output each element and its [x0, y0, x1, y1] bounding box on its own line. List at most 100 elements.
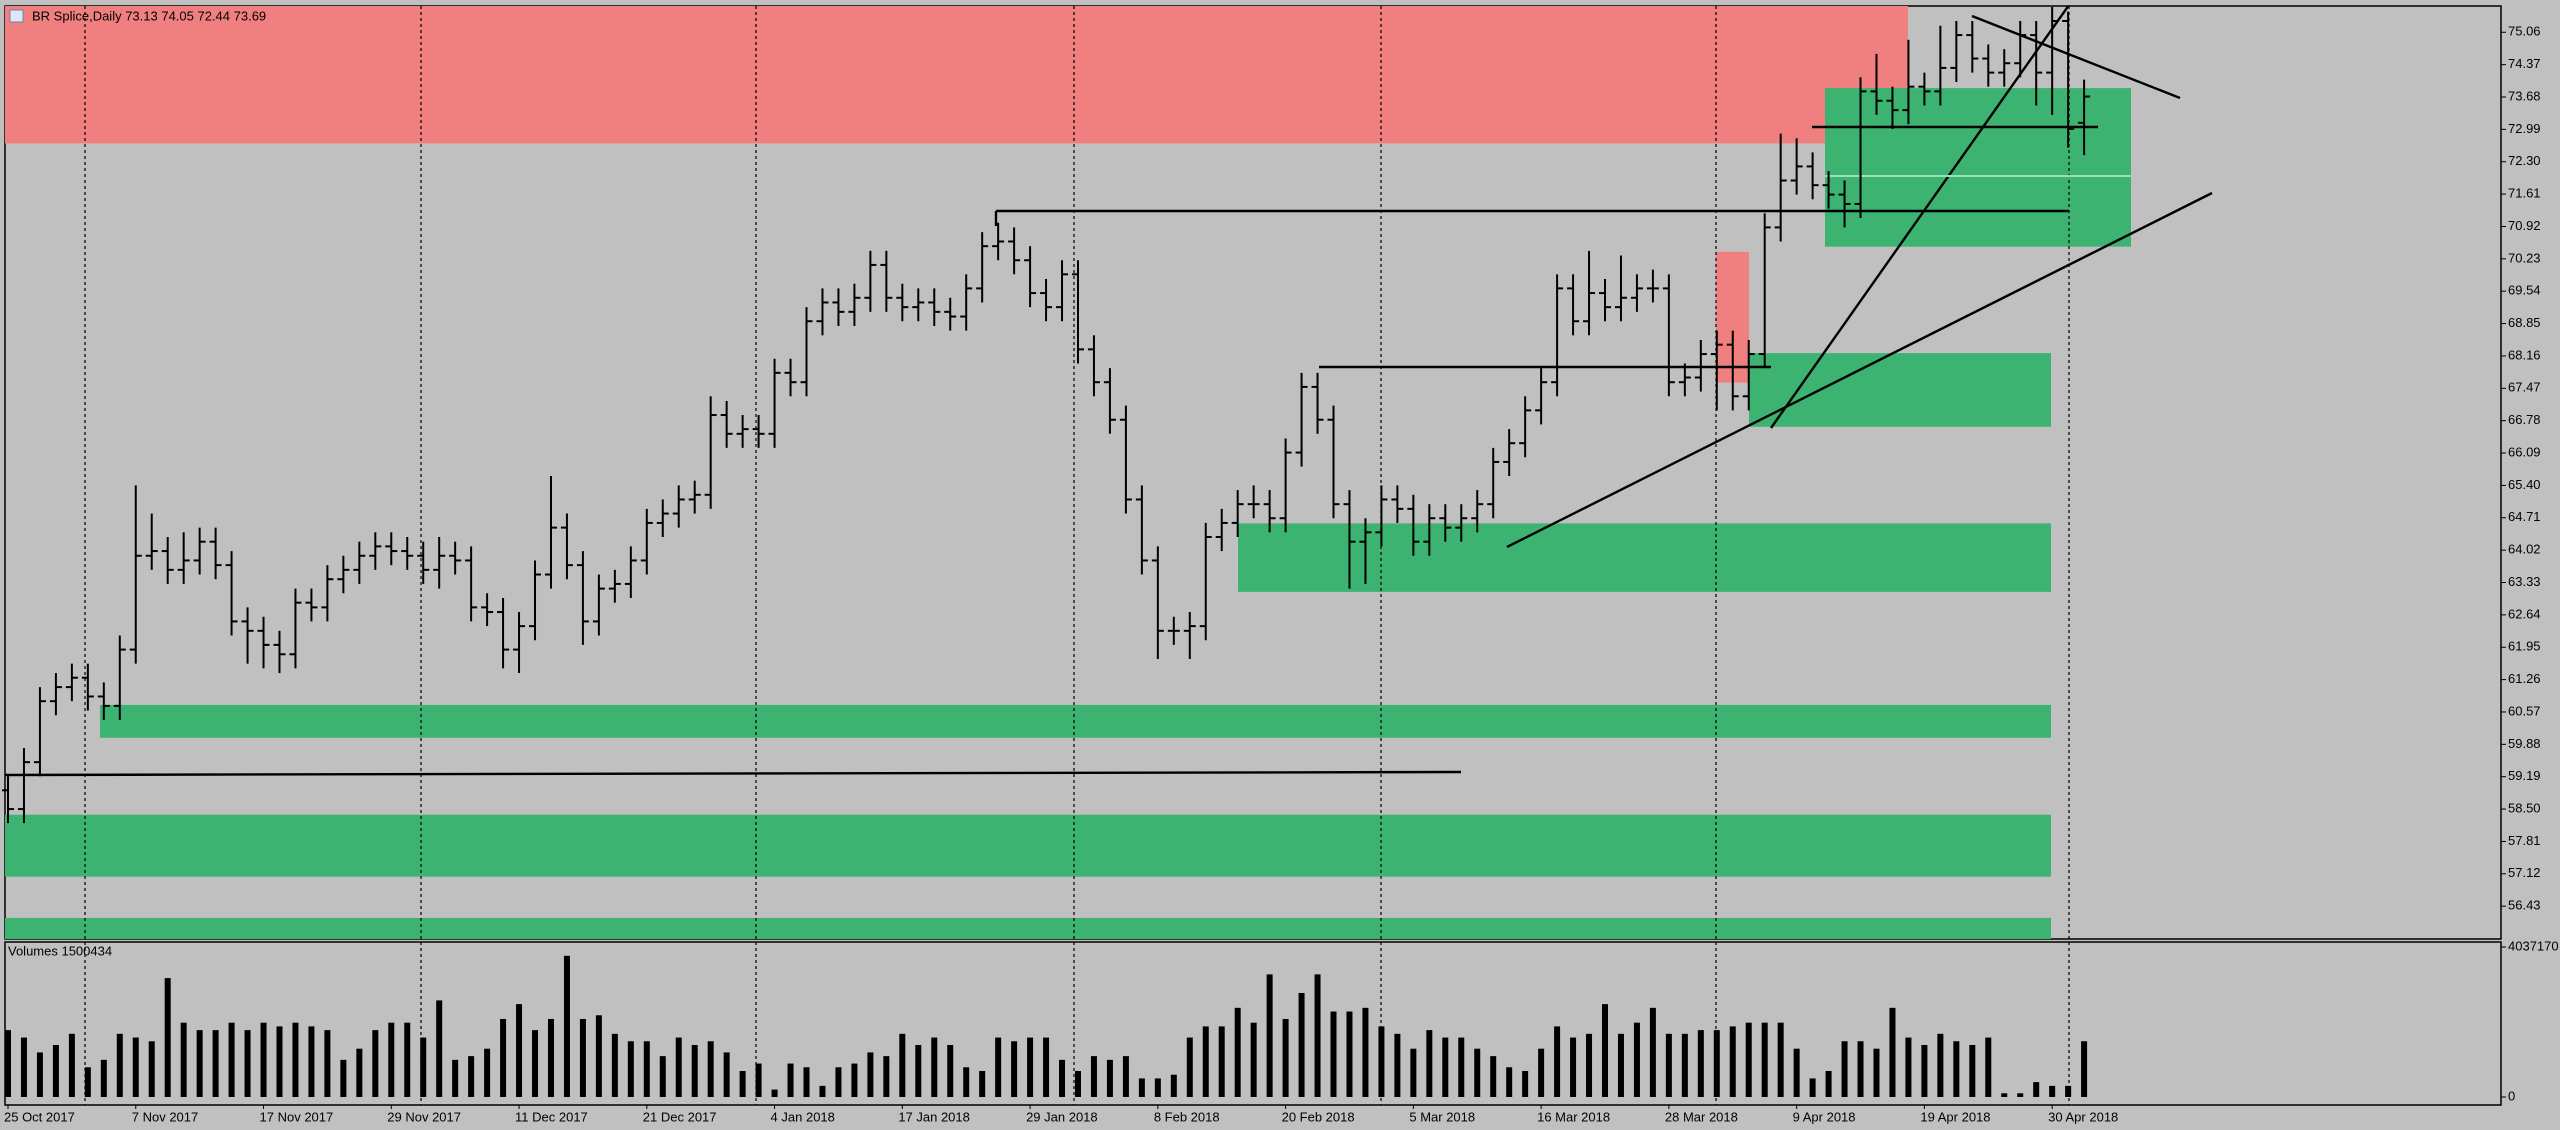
- volume-bar: [20, 1037, 27, 1097]
- volume-bar: [388, 1022, 395, 1097]
- volume-bar: [2049, 1085, 2056, 1097]
- volume-bar: [787, 1063, 794, 1097]
- price-bars: [2, 6, 2091, 824]
- x-tick-label: 30 Apr 2018: [2048, 1109, 2118, 1124]
- volume-bar: [1202, 1026, 1209, 1097]
- x-tick-label: 29 Jan 2018: [1026, 1109, 1098, 1124]
- volume-bar: [1586, 1033, 1593, 1097]
- volume-bar: [1841, 1041, 1848, 1097]
- volume-bar: [1106, 1059, 1113, 1097]
- volume-bar: [563, 955, 570, 1097]
- y-tick-label: 61.26: [2508, 671, 2541, 686]
- volume-bar: [659, 1056, 666, 1097]
- x-tick-label: 4 Jan 2018: [771, 1109, 835, 1124]
- volume-bar: [947, 1044, 954, 1097]
- zone: [5, 814, 2051, 877]
- volume-bar: [436, 1000, 443, 1097]
- x-tick-label: 5 Mar 2018: [1409, 1109, 1475, 1124]
- y-tick-label: 72.30: [2508, 153, 2541, 168]
- volume-bar: [1825, 1070, 1832, 1097]
- y-tick-label: 67.47: [2508, 380, 2541, 395]
- volume-bar: [84, 1067, 91, 1097]
- x-tick-label: 19 Apr 2018: [1920, 1109, 1990, 1124]
- y-tick-label: 68.85: [2508, 315, 2541, 330]
- volume-bar: [5, 1030, 11, 1097]
- volume-bar: [1633, 1022, 1640, 1097]
- volume-bar: [1234, 1007, 1241, 1097]
- volume-bar: [228, 1022, 235, 1097]
- volume-bar: [484, 1048, 491, 1097]
- symbol-icon: [9, 9, 24, 23]
- volume-bar: [819, 1085, 826, 1097]
- volume-bar: [1346, 1011, 1353, 1097]
- volume-bar: [739, 1070, 746, 1097]
- volume-bar: [931, 1037, 938, 1097]
- x-tick-label: 25 Oct 2017: [4, 1109, 75, 1124]
- x-tick-label: 20 Feb 2018: [1282, 1109, 1355, 1124]
- volume-bar: [835, 1067, 842, 1097]
- x-tick-label: 17 Nov 2017: [260, 1109, 334, 1124]
- volume-bar: [500, 1018, 507, 1097]
- volume-bar: [68, 1033, 75, 1097]
- volume-bar: [532, 1030, 539, 1097]
- x-tick-label: 28 Mar 2018: [1665, 1109, 1738, 1124]
- y-tick-label: 58.50: [2508, 801, 2541, 816]
- volume-bar: [516, 1004, 523, 1097]
- volume-bar: [1522, 1070, 1529, 1097]
- volume-bar: [1122, 1056, 1129, 1097]
- volume-bar: [2001, 1093, 2008, 1097]
- volume-bar: [1793, 1048, 1800, 1097]
- volume-bar: [1729, 1026, 1736, 1097]
- volume-bar: [1809, 1078, 1816, 1097]
- y-tick-label: 64.71: [2508, 509, 2541, 524]
- volume-bar: [132, 1037, 139, 1097]
- volume-bar: [1617, 1033, 1624, 1097]
- volume-bar: [1266, 974, 1273, 1097]
- volume-bar: [995, 1037, 1002, 1097]
- volume-title: Volumes 1500434: [8, 943, 112, 958]
- volume-bar: [963, 1067, 970, 1097]
- volume-bar: [1506, 1067, 1513, 1097]
- volume-bar: [1090, 1056, 1097, 1097]
- y-tick-label: 72.99: [2508, 121, 2541, 136]
- volume-bar: [52, 1044, 59, 1097]
- trendlines: [5, 6, 2213, 777]
- y-tick-label: 57.12: [2508, 865, 2541, 880]
- volume-bar: [867, 1052, 874, 1097]
- volume-bar: [595, 1015, 602, 1097]
- volume-bar: [1953, 1041, 1960, 1097]
- y-tick-label: 70.23: [2508, 250, 2541, 265]
- volume-bar: [1442, 1037, 1449, 1097]
- y-tick-label: 66.78: [2508, 412, 2541, 427]
- volume-bar: [1410, 1048, 1417, 1097]
- volume-bar: [851, 1063, 858, 1097]
- volume-bar: [212, 1030, 219, 1097]
- y-tick-label: 61.95: [2508, 639, 2541, 654]
- volume-bar: [1154, 1078, 1161, 1097]
- x-tick-label: 29 Nov 2017: [387, 1109, 461, 1124]
- volume-bar: [1985, 1037, 1992, 1097]
- volume-bar: [196, 1030, 203, 1097]
- x-tick-label: 9 Apr 2018: [1793, 1109, 1856, 1124]
- volume-bar: [707, 1041, 714, 1097]
- y-tick-label: 57.81: [2508, 833, 2541, 848]
- y-tick-label: 62.64: [2508, 606, 2541, 621]
- volume-bar: [1330, 1011, 1337, 1097]
- volume-bar: [1138, 1078, 1145, 1097]
- volume-bar: [116, 1033, 123, 1097]
- volume-bar: [675, 1037, 682, 1097]
- volume-bar: [164, 978, 171, 1097]
- y-tick-label: 60.57: [2508, 703, 2541, 718]
- volume-bar: [1873, 1048, 1880, 1097]
- x-tick-label: 17 Jan 2018: [898, 1109, 970, 1124]
- volume-bar: [1697, 1030, 1704, 1097]
- x-tick-label: 16 Mar 2018: [1537, 1109, 1610, 1124]
- volume-bar: [1713, 1030, 1720, 1097]
- volume-bar: [1186, 1037, 1193, 1097]
- volume-bar: [883, 1056, 890, 1097]
- volume-bar: [468, 1056, 475, 1097]
- y-tick-label: 70.92: [2508, 218, 2541, 233]
- axes: 75.06 74.37 73.68 72.99 72.30 71.61 70.92 70.23…: [4, 24, 2559, 1125]
- volume-bar: [260, 1022, 267, 1097]
